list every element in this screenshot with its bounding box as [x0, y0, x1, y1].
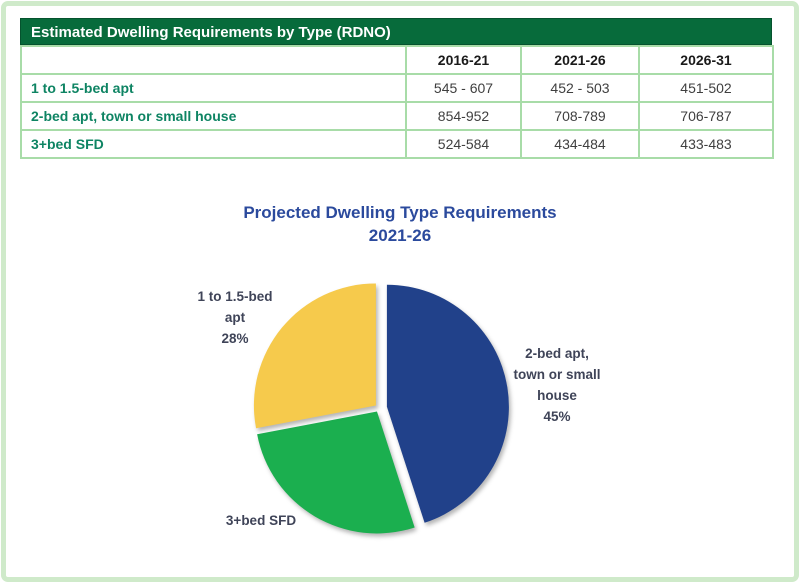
column-header-2016-21: 2016-21: [405, 45, 522, 75]
pie-slice-2-bed-apt-town-or-small-house: [386, 284, 509, 523]
cell-value: 451-502: [638, 73, 774, 103]
column-header-2026-31: 2026-31: [638, 45, 774, 75]
table-title: Estimated Dwelling Requirements by Type …: [20, 18, 772, 45]
table-row: 2-bed apt, town or small house 854-952 7…: [20, 101, 774, 131]
table-header-row: 2016-21 2021-26 2026-31: [20, 45, 774, 75]
cell-value: 524-584: [405, 129, 522, 159]
pie-label-3-bed-sfd: 3+bed SFD: [225, 513, 297, 528]
cell-value: 434-484: [520, 129, 640, 159]
pie-label-1-to-1-5-bed-apt: 1 to 1.5-bed apt 28%: [197, 289, 273, 346]
table-row: 3+bed SFD 524-584 434-484 433-483: [20, 129, 774, 159]
cell-value: 452 - 503: [520, 73, 640, 103]
pie-slice-3-bed-sfd: [257, 411, 415, 534]
cell-value: 708-789: [520, 101, 640, 131]
dwelling-requirements-table: Estimated Dwelling Requirements by Type …: [20, 18, 774, 159]
row-label: 3+bed SFD: [20, 129, 407, 159]
cell-value: 854-952: [405, 101, 522, 131]
cell-value: 545 - 607: [405, 73, 522, 103]
row-label: 1 to 1.5-bed apt: [20, 73, 407, 103]
pie-slice-1-to-1-5-bed-apt: [253, 283, 376, 429]
cell-value: 706-787: [638, 101, 774, 131]
row-label: 2-bed apt, town or small house: [20, 101, 407, 131]
table-row: 1 to 1.5-bed apt 545 - 607 452 - 503 451…: [20, 73, 774, 103]
cell-value: 433-483: [638, 129, 774, 159]
pie-label-2-bed-apt-town-or-small-house: 2-bed apt, town or small house 45%: [513, 346, 601, 424]
column-header-blank: [20, 45, 407, 75]
chart-title: Projected Dwelling Type Requirements 202…: [243, 203, 557, 245]
column-header-2021-26: 2021-26: [520, 45, 640, 75]
